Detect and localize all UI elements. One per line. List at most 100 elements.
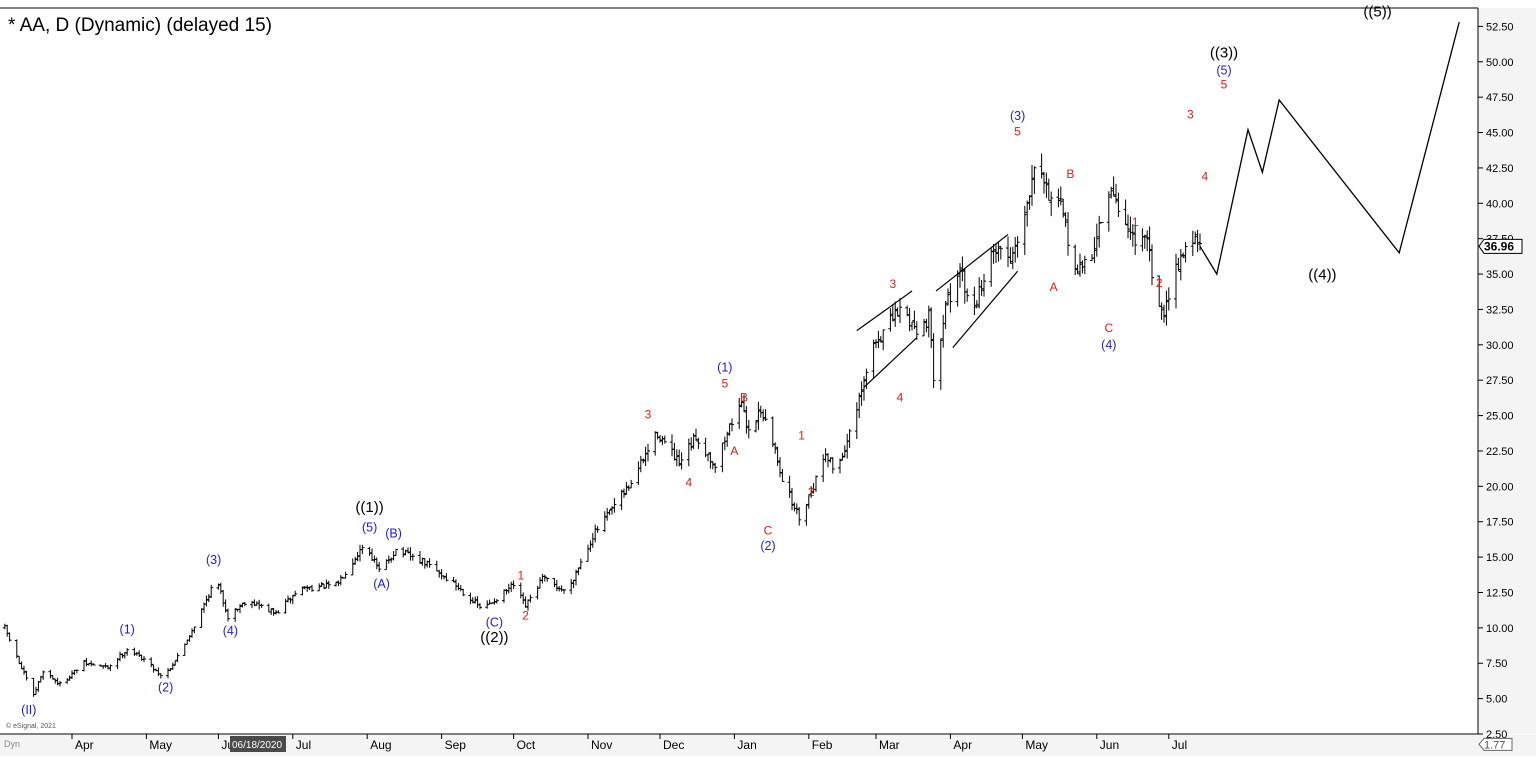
ohlc-bar <box>386 555 391 564</box>
price-tick-label: 52.50 <box>1486 21 1514 33</box>
wave-label: B <box>1066 167 1074 181</box>
ohlc-bar <box>24 670 29 681</box>
ohlc-bar <box>996 241 1001 262</box>
date-badge-text: 06/18/2020 <box>232 740 282 751</box>
ohlc-bar <box>276 610 281 614</box>
ohlc-bar <box>974 300 979 309</box>
time-tick-label: May <box>149 738 172 752</box>
ohlc-bar <box>842 445 847 458</box>
ohlc-bar <box>1114 183 1118 204</box>
wave-label: (1) <box>717 361 732 375</box>
ohlc-bar <box>761 409 766 422</box>
time-tick-label: Sep <box>445 738 467 752</box>
ohlc-bar <box>706 453 710 462</box>
wave-label: 4 <box>897 390 904 404</box>
ohlc-bar <box>1150 244 1154 286</box>
ohlc-bar <box>871 339 876 378</box>
ohlc-bar <box>418 551 422 564</box>
ohlc-bar <box>888 308 893 332</box>
ohlc-bar <box>1183 242 1188 263</box>
ohlc-bar <box>1116 192 1121 218</box>
time-tick-label: Feb <box>812 738 833 752</box>
wave-label: (C) <box>486 615 503 629</box>
ohlc-bar <box>324 579 329 589</box>
ohlc-bar <box>108 664 113 672</box>
ohlc-bar <box>922 319 926 337</box>
ohlc-bar <box>595 526 600 533</box>
ohlc-bar <box>1164 290 1169 326</box>
ohlc-bar <box>360 544 365 555</box>
wave-label: (A) <box>373 577 390 591</box>
wave-label: 1 <box>1132 215 1139 229</box>
price-tick-label: 27.50 <box>1486 375 1514 387</box>
time-tick-label: Jul <box>1172 738 1187 752</box>
ohlc-bar <box>713 462 718 474</box>
ohlc-bar <box>310 584 314 592</box>
ohlc-bar <box>838 458 842 474</box>
wave-label: 5 <box>1014 124 1021 138</box>
wave-label: C <box>1104 321 1113 335</box>
ohlc-bar <box>343 571 348 579</box>
ohlc-bar <box>662 435 667 444</box>
ohlc-bar <box>965 288 970 302</box>
ohlc-bar <box>204 595 209 607</box>
ohlc-bar <box>982 274 986 297</box>
ohlc-bar <box>511 580 516 590</box>
projection-path <box>1199 22 1460 276</box>
ohlc-bar <box>1099 222 1104 224</box>
ohlc-bar <box>240 602 245 608</box>
ohlc-bar <box>1145 230 1150 252</box>
ohlc-bar <box>857 392 862 419</box>
ohlc-bar <box>814 475 818 492</box>
ohlc-bar <box>1013 237 1018 263</box>
ohlc-bar <box>619 489 624 511</box>
ohlc-bar <box>374 557 379 570</box>
wave-label: ((1)) <box>355 499 383 516</box>
ohlc-bar <box>410 553 415 561</box>
ohlc-bar <box>574 569 578 586</box>
ohlc-bar <box>607 509 612 516</box>
ohlc-bar <box>578 558 583 570</box>
trendlines <box>856 233 1019 388</box>
ohlc-bar <box>797 507 802 526</box>
trendline <box>856 290 913 332</box>
ohlc-bar <box>806 494 811 509</box>
ohlc-bar <box>809 486 814 498</box>
ohlc-bar <box>926 305 931 338</box>
ohlc-bar <box>427 558 432 568</box>
ohlc-bar <box>790 487 794 511</box>
ohlc-bar <box>744 406 749 434</box>
ohlc-bar <box>542 574 547 582</box>
ohlc-bar <box>473 596 478 604</box>
date-badge: 06/18/2020 <box>230 736 286 752</box>
ohlc-bar <box>641 458 646 464</box>
price-tick-label: 15.00 <box>1486 552 1514 564</box>
wave-label: 3 <box>889 277 896 291</box>
ohlc-bar <box>293 590 298 597</box>
ohlc-bar <box>1195 229 1200 253</box>
dynamic-corner-label: Dyn <box>4 739 20 749</box>
price-tick-label: 17.50 <box>1486 517 1514 529</box>
price-tick-label: 5.00 <box>1486 694 1507 706</box>
ohlc-bar <box>1130 224 1135 247</box>
ohlc-bar <box>1092 236 1097 263</box>
ohlc-bar <box>893 301 898 327</box>
ohlc-bar <box>74 669 79 674</box>
ohlc-bar <box>1022 205 1027 256</box>
ohlc-bar <box>847 429 852 448</box>
ohlc-bar <box>994 243 998 264</box>
ohlc-bar <box>694 428 698 441</box>
ohlc-bar <box>612 498 617 513</box>
ohlc-bar <box>269 608 274 615</box>
scale-price-badge: 1.77 <box>1478 737 1513 751</box>
time-tick-label: Aug <box>370 738 391 752</box>
price-tick-label: 22.50 <box>1486 446 1514 458</box>
ohlc-bar <box>1058 186 1063 206</box>
time-tick-label: Apr <box>75 738 94 752</box>
ohlc-bar <box>1193 231 1198 245</box>
ohlc-bar <box>394 548 398 556</box>
ohlc-bar <box>746 419 751 439</box>
ohlc-bar <box>1063 212 1068 227</box>
ohlc-bar <box>1027 195 1032 210</box>
